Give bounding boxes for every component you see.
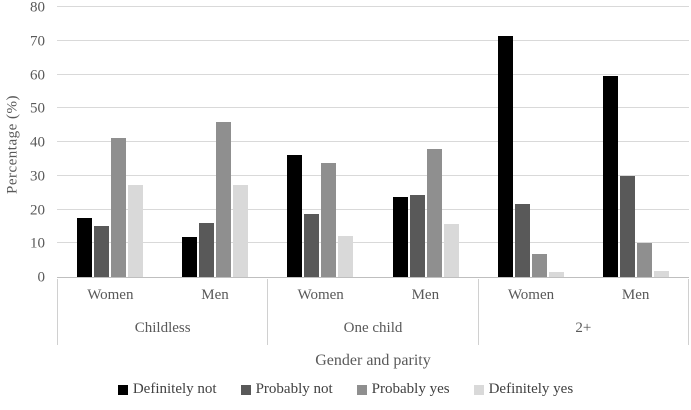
category-axis: Women Men Childless Women Men One child Women M…	[57, 279, 689, 345]
bar-probably-yes	[110, 137, 126, 277]
group-label: 2+	[575, 320, 592, 336]
legend-label: Probably not	[255, 381, 333, 397]
y-tick-label-60: 60	[30, 67, 45, 83]
bar-definitely-not	[76, 217, 92, 277]
gridline-40	[57, 141, 689, 142]
subcategory-label: Women	[507, 287, 555, 303]
gridline-30	[57, 174, 689, 176]
legend-marker-icon	[117, 384, 128, 395]
subcategory-label: Men	[411, 287, 440, 303]
bar-definitely-not	[392, 197, 408, 277]
bar-definitely-yes	[443, 224, 459, 277]
y-tick-label-30: 30	[30, 168, 45, 185]
legend-marker-icon	[356, 384, 367, 395]
y-tick-label-50: 50	[30, 100, 45, 117]
y-tick-label-40: 40	[30, 134, 45, 151]
x-axis-title: Gender and parity	[315, 352, 431, 369]
legend: Definitely not Probably not Probably yes De…	[0, 381, 691, 398]
gridline-60	[57, 73, 689, 75]
group-label: One child	[343, 320, 403, 336]
bar-cluster-one-child-men	[373, 8, 478, 277]
bar-definitely-yes	[127, 184, 143, 277]
bar-probably-not	[304, 214, 320, 277]
legend-item-probably-yes: Probably yes	[356, 381, 450, 398]
bar-definitely-not	[497, 36, 513, 277]
y-tick-label-70: 70	[30, 33, 45, 50]
legend-marker-icon	[240, 384, 251, 395]
bar-probably-not	[514, 204, 530, 277]
subcategory-row: Women Men	[58, 279, 267, 312]
group-label: Childless	[134, 320, 191, 336]
legend-item-probably-not: Probably not	[240, 381, 333, 398]
subcategory-label: Women	[87, 287, 134, 303]
legend-label: Definitely yes	[488, 381, 574, 397]
bar-definitely-yes	[232, 184, 248, 277]
bar-probably-yes	[426, 149, 442, 277]
legend-label: Probably yes	[371, 381, 450, 397]
legend-label: Definitely not	[132, 381, 217, 397]
bar-cluster-one-child-women	[268, 8, 373, 277]
bar-cluster-2--women	[478, 8, 583, 277]
y-tick-label-20: 20	[30, 202, 45, 218]
bar-probably-not	[198, 222, 214, 277]
bar-definitely-not	[603, 75, 619, 277]
y-tick-label-10: 10	[30, 235, 45, 252]
bar-definitely-not	[287, 155, 303, 277]
bar-definitely-yes	[654, 270, 670, 277]
bar-probably-not	[93, 226, 109, 277]
subcategory-label: Men	[621, 287, 650, 303]
gridline-10	[57, 242, 689, 244]
bar-probably-yes	[531, 254, 547, 277]
bar-probably-not	[620, 176, 636, 277]
gridline-70	[57, 39, 689, 41]
legend-item-definitely-not: Definitely not	[117, 381, 217, 398]
y-tick-label-80: 80	[30, 0, 45, 16]
gridline-50	[57, 107, 689, 109]
bar-probably-yes	[215, 122, 231, 277]
bar-cluster-childless-women	[57, 8, 162, 277]
bar-probably-yes	[321, 162, 337, 277]
subcategory-row: Women Men	[268, 279, 477, 312]
legend-marker-icon	[473, 384, 484, 395]
bar-cluster-childless-men	[162, 8, 267, 277]
subcategory-row: Women Men	[479, 279, 688, 312]
bar-cluster-2--men	[584, 8, 689, 277]
bar-probably-not	[409, 194, 425, 277]
legend-item-definitely-yes: Definitely yes	[473, 381, 574, 398]
bar-probably-yes	[637, 243, 653, 277]
category-group-childless: Women Men Childless	[57, 279, 269, 345]
plot-area	[57, 6, 689, 278]
y-tick-label-0: 0	[37, 269, 46, 286]
bar-definitely-yes	[548, 271, 564, 277]
bar-definitely-yes	[338, 236, 354, 277]
category-group-one-child: Women Men One child	[268, 279, 479, 345]
category-group-2-: Women Men 2+	[479, 279, 689, 345]
gridline-80	[57, 6, 689, 7]
subcategory-label: Men	[201, 287, 229, 303]
gridline-20	[57, 208, 689, 210]
bar-definitely-not	[181, 236, 197, 277]
subcategory-label: Women	[297, 287, 344, 303]
